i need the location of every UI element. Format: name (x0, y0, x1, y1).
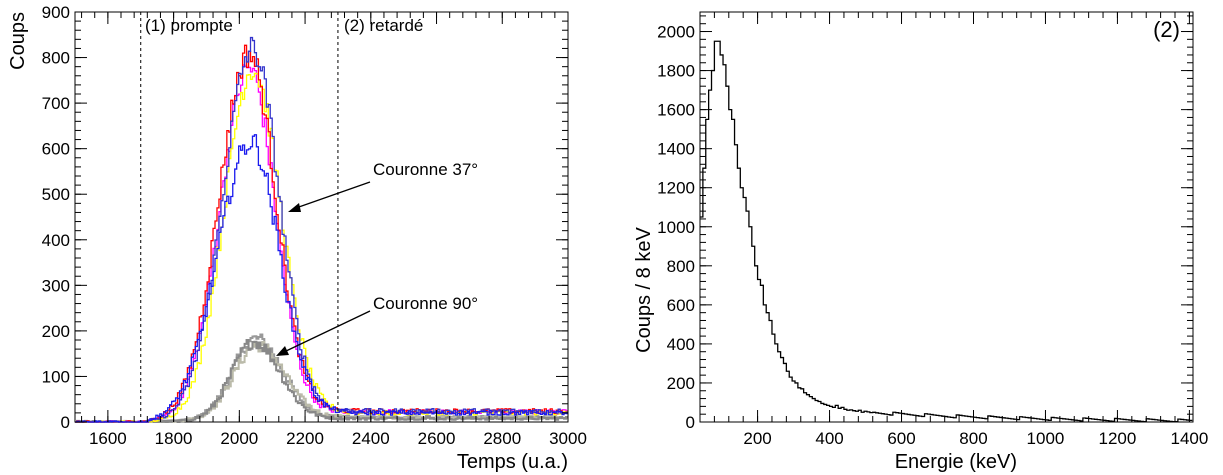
x-tick-label: 2200 (286, 429, 324, 448)
series-line (75, 36, 568, 423)
y-tick-label: 600 (42, 140, 70, 159)
series-line (75, 72, 568, 423)
y-tick-label: 2000 (657, 23, 695, 42)
y-tick-label: 400 (667, 335, 695, 354)
right-axis-ticks: 200 400 600 800 1000 1200 1400 0 200 400 600 800 100… (657, 12, 1208, 448)
y-tick-label: 1600 (657, 101, 695, 120)
series-line (700, 40, 1193, 423)
right-y-axis-title: Coups / 8 keV (633, 227, 655, 353)
left-y-axis-title: Coups (7, 12, 29, 70)
left-window-lines (140, 12, 339, 422)
y-tick-label: 600 (667, 296, 695, 315)
energy-spectrum-panel: 200 400 600 800 1000 1200 1400 0 200 400 600 800 100… (633, 11, 1208, 473)
left-axis-ticks: 1600 1800 2000 2200 2400 2600 2800 3000 0 100 200 3… (42, 3, 587, 448)
series-line (75, 44, 568, 423)
y-tick-label: 1000 (657, 218, 695, 237)
arrow-ring-90 (276, 310, 371, 356)
y-tick-label: 100 (42, 367, 70, 386)
y-tick-label: 200 (667, 374, 695, 393)
y-tick-label: 800 (42, 49, 70, 68)
y-tick-label: 800 (667, 257, 695, 276)
left-x-axis-title: Temps (u.a.) (457, 451, 568, 473)
x-tick-label: 800 (959, 429, 987, 448)
x-tick-label: 400 (815, 429, 843, 448)
y-tick-label: 400 (42, 231, 70, 250)
x-tick-label: 200 (743, 429, 771, 448)
y-tick-label: 0 (686, 413, 695, 432)
y-tick-label: 700 (42, 94, 70, 113)
y-tick-label: 1200 (657, 179, 695, 198)
y-tick-label: 500 (42, 185, 70, 204)
x-tick-label: 3000 (549, 429, 587, 448)
x-tick-label: 1000 (1027, 429, 1065, 448)
series-line (75, 338, 568, 423)
y-tick-label: 300 (42, 276, 70, 295)
right-plot-frame (699, 11, 1194, 423)
series-line (75, 333, 568, 423)
right-series-group (700, 40, 1193, 423)
y-tick-label: 900 (42, 3, 70, 22)
timing-spectrum-panel: 1600 1800 2000 2200 2400 2600 2800 3000 0 100 200 3… (7, 3, 587, 473)
x-tick-label: 1800 (155, 429, 193, 448)
x-tick-label: 2800 (483, 429, 521, 448)
x-tick-label: 2400 (352, 429, 390, 448)
y-tick-label: 1800 (657, 62, 695, 81)
y-tick-label: 1400 (657, 140, 695, 159)
window-label-prompt: (1) prompte (145, 16, 233, 35)
right-x-axis-title: Energie (keV) (895, 451, 1017, 473)
series-line (75, 134, 568, 423)
left-series-group (75, 36, 568, 423)
x-tick-label: 1200 (1099, 429, 1137, 448)
series-line (75, 64, 568, 423)
x-tick-label: 2000 (220, 429, 258, 448)
x-tick-label: 2600 (418, 429, 456, 448)
x-tick-label: 600 (887, 429, 915, 448)
y-tick-label: 0 (61, 413, 70, 432)
annotation-ring-90: Couronne 90° (373, 294, 478, 313)
y-tick-label: 200 (42, 322, 70, 341)
x-tick-label: 1400 (1170, 429, 1208, 448)
x-tick-label: 1600 (89, 429, 127, 448)
panel-label: (2) (1153, 17, 1180, 42)
arrow-ring-37 (288, 181, 371, 212)
window-label-delayed: (2) retardé (344, 16, 423, 35)
left-plot-frame (74, 11, 569, 423)
annotation-ring-37: Couronne 37° (373, 160, 478, 179)
